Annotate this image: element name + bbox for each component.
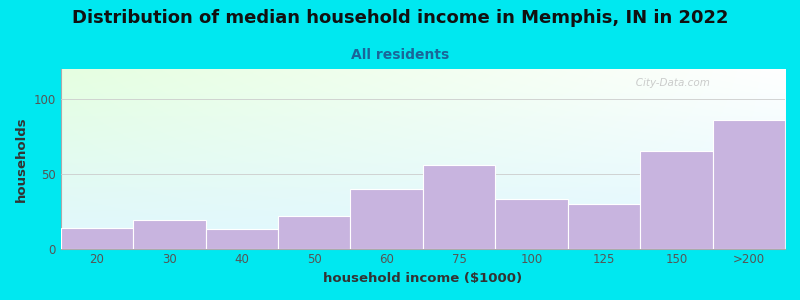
Bar <box>423 165 495 249</box>
Bar <box>568 204 640 249</box>
Bar <box>278 216 350 249</box>
Bar <box>61 228 133 249</box>
Bar <box>713 120 785 249</box>
Y-axis label: households: households <box>15 116 28 202</box>
Bar <box>640 151 713 249</box>
Bar <box>350 189 423 249</box>
Text: Distribution of median household income in Memphis, IN in 2022: Distribution of median household income … <box>72 9 728 27</box>
Text: All residents: All residents <box>351 48 449 62</box>
X-axis label: household income ($1000): household income ($1000) <box>323 272 522 285</box>
Bar <box>206 229 278 249</box>
Bar <box>133 220 206 249</box>
Text: City-Data.com: City-Data.com <box>626 78 710 88</box>
Bar <box>495 199 568 249</box>
